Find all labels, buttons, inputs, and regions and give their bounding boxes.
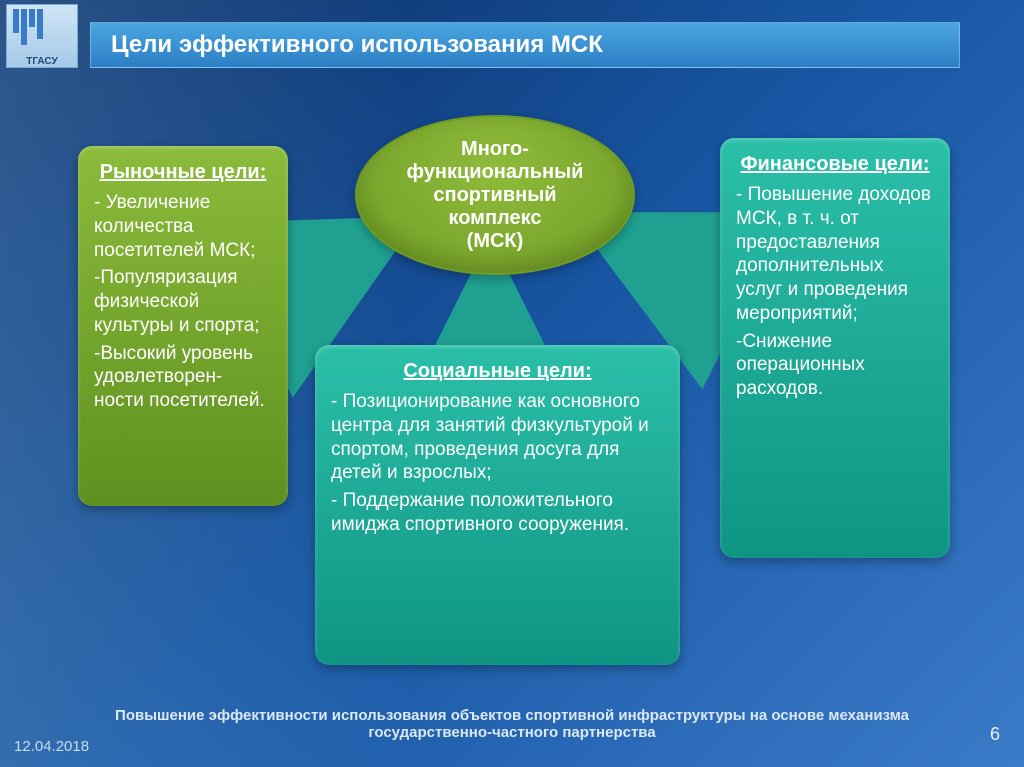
market-goals-box: Рыночные цели: - Увеличение количества п… (78, 146, 288, 506)
goal-item: - Увеличение количества посетителей МСК; (94, 191, 272, 262)
goal-item: - Повышение доходов МСК, в т. ч. от пред… (736, 183, 934, 326)
slide-date: 12.04.2018 (14, 738, 89, 755)
financial-goals-box: Финансовые цели: - Повышение доходов МСК… (720, 138, 950, 558)
financial-goals-body: - Повышение доходов МСК, в т. ч. от пред… (736, 183, 934, 401)
goal-item: - Позиционирование как основного центра … (331, 390, 664, 485)
social-goals-body: - Позиционирование как основного центра … (331, 390, 664, 537)
ellipse-text: Много- функциональный спортивный комплек… (407, 138, 584, 253)
logo-label: ТГАСУ (26, 56, 57, 67)
goal-item: -Высокий уровень удовлетворен-ности посе… (94, 342, 272, 413)
slide-footer: Повышение эффективности использования об… (0, 707, 1024, 741)
social-goals-title: Социальные цели: (331, 359, 664, 384)
slide-title-bar: Цели эффективного использования МСК (90, 22, 960, 68)
market-goals-title: Рыночные цели: (94, 160, 272, 185)
financial-goals-title: Финансовые цели: (736, 152, 934, 177)
goal-item: -Снижение операционных расходов. (736, 330, 934, 401)
goal-item: - Поддержание положительного имиджа спор… (331, 489, 664, 537)
center-msk-ellipse: Много- функциональный спортивный комплек… (355, 115, 635, 275)
social-goals-box: Социальные цели: - Позиционирование как … (315, 345, 680, 665)
slide-page-number: 6 (990, 724, 1000, 745)
market-goals-body: - Увеличение количества посетителей МСК;… (94, 191, 272, 413)
slide-title: Цели эффективного использования МСК (111, 31, 603, 59)
university-logo: ТГАСУ (6, 4, 78, 68)
goal-item: -Популяризация физической культуры и спо… (94, 266, 272, 337)
